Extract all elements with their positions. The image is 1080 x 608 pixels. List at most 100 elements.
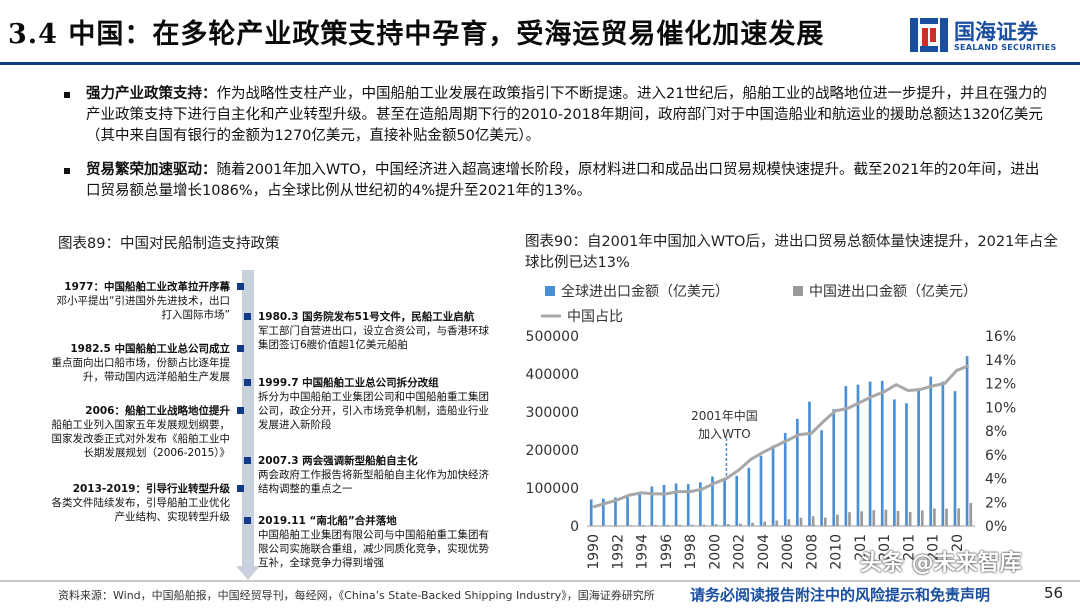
x-axis-tick-label: 201 [853, 534, 869, 561]
left-axis-tick-label: 0 [570, 519, 579, 535]
x-axis-tick-label: 2004 [756, 534, 772, 570]
china-trade-bar [726, 524, 730, 526]
china-trade-bar [811, 516, 815, 526]
x-axis-tick-label: 2000 [707, 534, 723, 570]
x-axis-tick-label: 20 [950, 534, 966, 552]
footer-divider [0, 580, 1080, 582]
figure-left-title: 图表89：中国对民船制造支持政策 [58, 236, 280, 252]
timeline-marker-icon [237, 283, 244, 290]
china-trade-bar [872, 510, 876, 526]
right-axis-tick-label: 4% [985, 472, 1007, 488]
timeline-item-text: 两会政府工作报告将新型船舶自主化作为加快经济结构调整的重点之一 [258, 469, 489, 495]
bullet-policy: 强力产业政策支持：作为战略性支柱产业，中国船舶工业发展在政策指引下不断提速。进入… [58, 84, 1048, 147]
right-axis-tick-label: 14% [985, 353, 1016, 369]
timeline-item: 2013-2019：引导行业转型升级 各类文件陆续发布，引导船舶工业优化产业结构… [50, 482, 244, 524]
china-trade-bar [957, 508, 960, 526]
x-axis-tick-label: 1998 [683, 534, 699, 570]
x-axis-tick-label: 201 [926, 534, 942, 561]
legend-label: 全球进出口金额（亿美元） [561, 283, 729, 300]
timeline-marker-icon [244, 379, 251, 386]
china-trade-bar [739, 523, 742, 526]
timeline-item-text: 邓小平提出“引进国外先进技术，出口打入国际市场” [56, 295, 230, 321]
page-number: 56 [1044, 584, 1064, 602]
x-axis-tick-label: 201 [901, 534, 917, 561]
china-trade-bar [920, 510, 924, 526]
timeline-marker-icon [244, 517, 251, 524]
global-trade-bar [965, 356, 969, 526]
left-axis-tick-label: 300000 [526, 405, 579, 421]
right-axis-tick-label: 6% [985, 448, 1007, 464]
timeline-marker-icon [237, 485, 244, 492]
left-axis-tick-label: 100000 [526, 481, 579, 497]
china-trade-bar [775, 520, 779, 526]
global-trade-bar [650, 486, 654, 526]
global-trade-bar [808, 401, 811, 526]
china-trade-bar [908, 511, 912, 526]
global-trade-bar [844, 386, 848, 526]
logo-text-en: SEALAND SECURITIES [954, 43, 1057, 52]
timeline-item-head: 2013-2019：引导行业转型升级 [72, 483, 230, 495]
timeline-marker-icon [244, 313, 251, 320]
global-trade-bar [759, 455, 763, 526]
page-title: 3.4 中国：在多轮产业政策支持中孕育，受海运贸易催化加速发展 [8, 19, 825, 50]
x-axis-tick-label: 1994 [635, 534, 651, 570]
china-trade-bar [714, 524, 718, 526]
x-axis-tick-label: 2010 [829, 534, 845, 570]
china-trade-bar [666, 524, 669, 526]
x-axis-tick-label: 2002 [732, 534, 748, 570]
x-axis-tick-label: 201 [877, 534, 893, 561]
right-axis-tick-label: 10% [985, 400, 1016, 416]
timeline-item-head: 1982.5 中国船舶工业总公司成立 [70, 343, 230, 355]
right-axis-tick-label: 2% [985, 495, 1007, 511]
timeline-item-head: 1977：中国船舶工业改革拉开序幕 [64, 281, 230, 293]
timeline-item-head: 2007.3 两会强调新型船舶自主化 [258, 455, 418, 467]
china-trade-bar [836, 514, 839, 526]
global-trade-bar [747, 467, 751, 526]
global-trade-bar [893, 399, 896, 526]
sealand-logo-icon [910, 18, 948, 52]
global-trade-bar [880, 380, 884, 526]
annotation-label: 2001年中国 [691, 408, 758, 423]
global-trade-bar [674, 483, 678, 526]
timeline-marker-icon [237, 407, 244, 414]
x-axis-tick-label: 1992 [610, 534, 626, 570]
global-trade-bar [723, 478, 726, 526]
disclaimer: 请务必阅读报告附注中的风险提示和免责声明 [690, 586, 991, 604]
global-trade-bar [941, 381, 945, 526]
timeline-item-head: 2006：船舶工业战略地位提升 [85, 405, 230, 417]
china-trade-bar [654, 524, 657, 526]
china-trade-bar [702, 524, 706, 526]
global-trade-bar [711, 476, 714, 526]
timeline-item: 1982.5 中国船舶工业总公司成立 重点面向出口船市场，份额占比逐年提升，带动… [50, 342, 244, 384]
china-trade-bar [848, 512, 851, 526]
legend-swatch [793, 286, 803, 296]
timeline-item-head: 1980.3 国务院发布51号文件，民船工业启航 [258, 311, 475, 323]
left-axis-tick-label: 400000 [526, 367, 579, 383]
timeline-marker-icon [244, 457, 251, 464]
china-trade-bar [860, 511, 863, 526]
global-trade-bar [953, 391, 957, 526]
policy-timeline: 1977：中国船舶工业改革拉开序幕 邓小平提出“引进国外先进技术，出口打入国际市… [0, 270, 500, 580]
china-trade-bar [896, 510, 900, 526]
global-trade-bar [662, 484, 666, 526]
china-trade-bar [787, 519, 791, 526]
global-trade-bar [856, 384, 860, 526]
timeline-item-text: 各类文件陆续发布，引导船舶工业优化产业结构、实现转型升级 [51, 497, 231, 523]
china-trade-bar [763, 521, 766, 526]
bullet-text: 随着2001年加入WTO，中国经济进入超高速增长阶段，原材料进口和成品出口贸易规… [86, 162, 1040, 199]
x-axis-tick-label: 1996 [659, 534, 675, 570]
timeline-item: 2007.3 两会强调新型船舶自主化 两会政府工作报告将新型船舶自主化作为加快经… [244, 454, 490, 496]
global-trade-bar [832, 409, 836, 526]
title-bar: 3.4 中国：在多轮产业政策支持中孕育，受海运贸易催化加速发展 国海证券 SEA… [0, 0, 1080, 65]
x-axis-tick-label: 1990 [586, 534, 602, 570]
source-note: 资料来源：Wind，中国船舶报，中国经贸导刊，每经网，《China’s Stat… [58, 589, 655, 602]
global-trade-bar [796, 418, 799, 526]
global-trade-bar [699, 482, 702, 526]
china-trade-bar [799, 517, 803, 526]
global-trade-bar [917, 390, 920, 526]
legend-label: 中国占比 [567, 309, 623, 325]
timeline-item: 1980.3 国务院发布51号文件，民船工业启航 军工部门自营进出口，设立合资公… [244, 310, 490, 352]
right-axis-tick-label: 16% [985, 329, 1016, 345]
timeline-item-text: 军工部门自营进出口，设立合资公司，与香港环球集团签订6艘价值超1亿美元船舶 [258, 325, 489, 351]
global-trade-bar [686, 484, 690, 526]
